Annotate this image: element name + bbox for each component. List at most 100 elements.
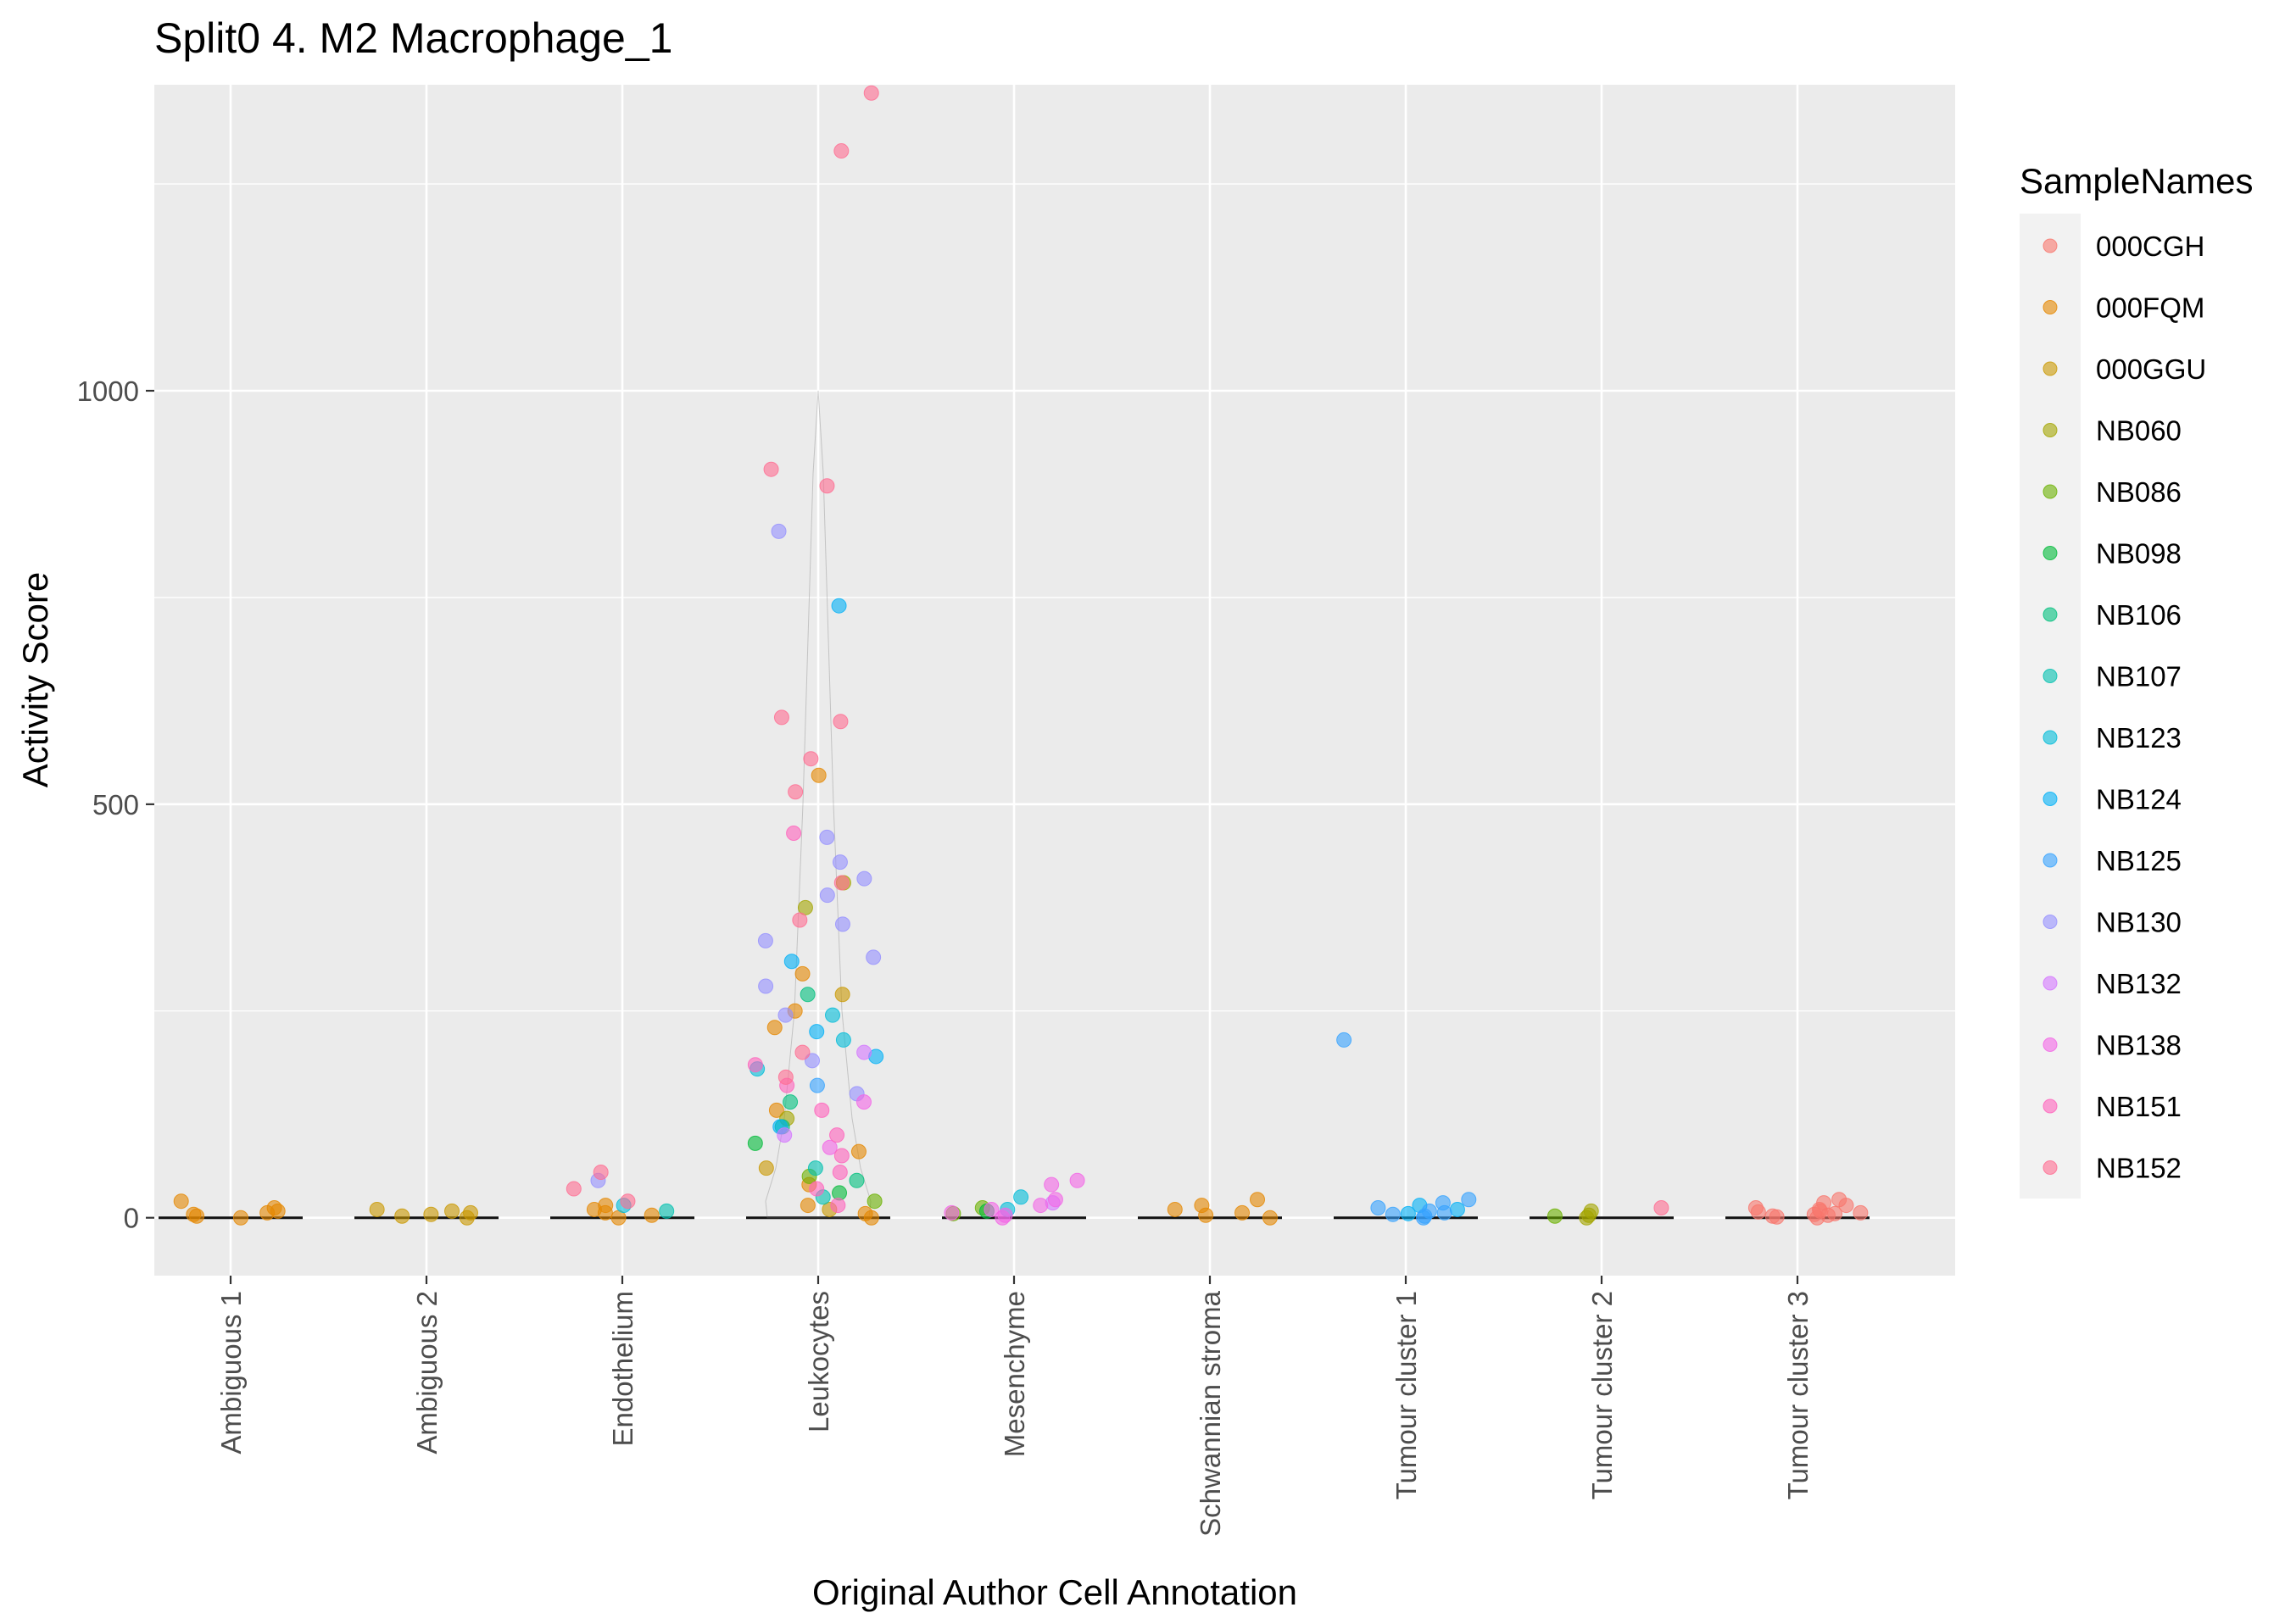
legend-label: NB123 bbox=[2096, 722, 2182, 754]
legend-key bbox=[2042, 238, 2058, 253]
data-point bbox=[783, 1094, 799, 1110]
data-point bbox=[849, 1172, 865, 1188]
data-point bbox=[804, 1053, 820, 1069]
data-point bbox=[1250, 1192, 1266, 1208]
data-point bbox=[809, 1181, 825, 1197]
data-point bbox=[834, 987, 850, 1003]
data-point bbox=[644, 1207, 660, 1223]
data-point bbox=[758, 1160, 774, 1176]
data-point bbox=[984, 1201, 1000, 1217]
y-tick-label: 1000 bbox=[77, 375, 139, 407]
data-point bbox=[369, 1201, 385, 1217]
data-point bbox=[850, 1143, 867, 1160]
legend-key bbox=[2042, 361, 2058, 376]
x-axis: Ambiguous 1 Ambiguous 2 Endothelium Leukocy… bbox=[215, 1276, 1814, 1537]
data-point bbox=[829, 1127, 845, 1143]
data-point bbox=[758, 978, 774, 994]
data-point bbox=[809, 1024, 825, 1040]
data-point bbox=[834, 916, 850, 932]
data-point bbox=[598, 1198, 614, 1214]
data-point bbox=[1449, 1201, 1465, 1217]
x-axis-title: Original Author Cell Annotation bbox=[812, 1572, 1297, 1612]
data-point bbox=[1385, 1206, 1401, 1222]
data-point bbox=[777, 1069, 794, 1085]
legend-label: NB130 bbox=[2096, 907, 2182, 938]
data-point bbox=[1461, 1192, 1477, 1208]
legend: SampleNames 000CGH 000FQM 000GGU NB060 NB086… bbox=[2020, 161, 2253, 1199]
x-tick-label: Endothelium bbox=[607, 1291, 638, 1446]
data-point bbox=[807, 1160, 823, 1176]
legend-key bbox=[2042, 915, 2058, 929]
data-point bbox=[800, 1198, 816, 1214]
legend-label: 000FQM bbox=[2096, 292, 2204, 324]
data-point bbox=[777, 1007, 794, 1023]
data-point bbox=[867, 1193, 883, 1210]
data-point bbox=[866, 949, 882, 965]
data-point bbox=[593, 1165, 609, 1181]
data-point bbox=[444, 1203, 460, 1219]
data-point bbox=[1583, 1203, 1599, 1219]
data-point bbox=[232, 1210, 248, 1226]
legend-key bbox=[2042, 1160, 2058, 1175]
legend-label: NB151 bbox=[2096, 1091, 2182, 1122]
data-point bbox=[814, 1102, 830, 1118]
x-tick-label: Mesenchyme bbox=[999, 1291, 1030, 1457]
legend-label: 000GGU bbox=[2096, 353, 2206, 385]
data-point bbox=[803, 751, 819, 767]
legend-title: SampleNames bbox=[2020, 161, 2253, 201]
x-tick-label: Ambiguous 2 bbox=[411, 1291, 443, 1454]
data-point bbox=[1400, 1205, 1416, 1221]
data-point bbox=[659, 1203, 675, 1219]
data-point bbox=[833, 875, 850, 891]
data-point bbox=[819, 478, 835, 494]
data-point bbox=[757, 932, 773, 948]
x-tick-label: Ambiguous 1 bbox=[215, 1291, 247, 1454]
data-point bbox=[1653, 1199, 1669, 1215]
y-tick-label: 500 bbox=[92, 789, 139, 820]
data-point bbox=[833, 714, 849, 730]
legend-key bbox=[2042, 792, 2058, 806]
major-gridlines bbox=[154, 85, 1955, 1276]
data-point bbox=[1421, 1203, 1437, 1219]
data-point bbox=[1546, 1208, 1563, 1224]
minor-gridlines bbox=[154, 183, 1955, 1012]
legend-label: 000CGH bbox=[2096, 231, 2204, 262]
data-point bbox=[797, 899, 813, 915]
data-point bbox=[819, 829, 835, 845]
data-point bbox=[788, 784, 804, 800]
data-point bbox=[1750, 1204, 1766, 1220]
data-point bbox=[811, 767, 827, 783]
x-tick-label: Tumour cluster 2 bbox=[1586, 1291, 1618, 1499]
data-point bbox=[1769, 1209, 1785, 1225]
legend-key bbox=[2042, 730, 2058, 745]
legend-label: NB098 bbox=[2096, 538, 2182, 570]
x-tick-label: Tumour cluster 1 bbox=[1390, 1291, 1422, 1499]
data-point bbox=[830, 1198, 846, 1214]
data-point bbox=[1069, 1172, 1085, 1188]
legend-label: NB060 bbox=[2096, 415, 2182, 447]
data-point bbox=[833, 1148, 850, 1164]
data-point bbox=[786, 826, 802, 842]
data-point bbox=[1336, 1032, 1352, 1048]
legend-label: NB152 bbox=[2096, 1153, 2182, 1184]
data-point bbox=[800, 987, 816, 1003]
data-point bbox=[855, 1094, 872, 1110]
legend-key bbox=[2042, 423, 2058, 437]
data-point bbox=[1831, 1192, 1847, 1208]
x-tick-label: Schwannian stroma bbox=[1195, 1290, 1226, 1536]
data-point bbox=[856, 870, 872, 887]
data-point bbox=[1047, 1192, 1063, 1208]
legend-key bbox=[2042, 1037, 2058, 1052]
data-point bbox=[423, 1206, 439, 1222]
data-point bbox=[1194, 1198, 1210, 1214]
legend-key bbox=[2042, 546, 2058, 560]
plot-panel bbox=[154, 85, 1955, 1276]
data-point bbox=[747, 1135, 763, 1151]
data-point bbox=[173, 1193, 189, 1210]
data-point bbox=[824, 1007, 840, 1023]
data-point bbox=[832, 1165, 848, 1181]
x-tick-label: Tumour cluster 3 bbox=[1782, 1291, 1814, 1499]
data-point bbox=[1370, 1199, 1386, 1215]
data-point bbox=[832, 854, 848, 870]
y-axis: 0 500 1000 bbox=[77, 375, 154, 1234]
